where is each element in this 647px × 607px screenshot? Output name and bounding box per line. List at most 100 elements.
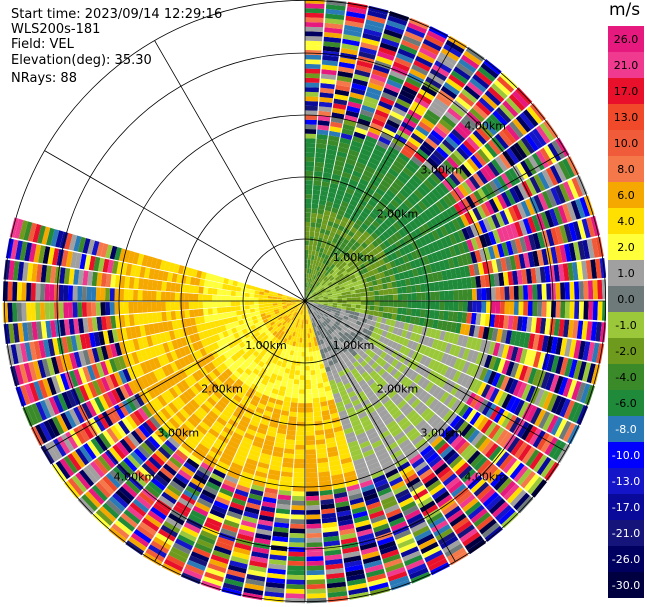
velocity-gate [322,376,329,383]
velocity-gate [299,337,303,343]
velocity-gate [238,445,250,454]
velocity-gate [291,303,297,305]
velocity-gate [486,301,491,314]
velocity-gate [457,441,471,455]
velocity-gate [306,287,308,292]
velocity-gate [32,223,42,243]
velocity-gate [22,262,29,282]
velocity-gate [421,393,432,404]
velocity-gate [392,453,406,464]
velocity-gate [184,420,196,431]
velocity-gate [322,55,339,62]
velocity-gate [458,387,469,401]
velocity-gate [512,270,519,285]
colorbar-bin [608,26,644,52]
velocity-gate [124,314,131,327]
velocity-gate [420,541,439,555]
velocity-gate [444,505,462,520]
velocity-gate [390,393,401,403]
velocity-gate [408,178,420,189]
velocity-gate [369,296,375,301]
velocity-gate [507,315,514,330]
velocity-gate [478,219,488,234]
velocity-gate [348,149,360,157]
velocity-gate [172,476,187,489]
velocity-gate [494,156,508,172]
velocity-gate [36,225,46,244]
velocity-gate [134,393,145,407]
azimuth-spoke [304,150,566,302]
velocity-gate [400,121,415,133]
velocity-gate [232,316,239,322]
colorbar-tick-label: -17.0 [612,501,640,514]
velocity-gate [156,394,168,407]
velocity-gate [305,375,311,380]
velocity-gate [383,289,389,295]
velocity-gate [353,191,363,199]
velocity-gate [75,448,90,466]
velocity-gate [188,374,197,385]
velocity-gate [341,43,359,51]
velocity-gate [322,414,331,421]
velocity-gate [242,360,251,368]
velocity-gate [289,308,294,313]
velocity-gate [554,226,564,245]
velocity-gate [441,320,448,331]
velocity-gate [287,378,294,384]
velocity-gate [367,358,376,367]
velocity-gate [215,348,223,357]
velocity-gate [309,297,314,300]
velocity-gate [438,118,454,132]
velocity-gate [360,211,369,219]
velocity-gate [320,323,325,329]
velocity-gate [68,370,79,388]
velocity-gate [505,224,515,240]
velocity-gate [318,475,331,482]
velocity-gate [205,322,212,330]
velocity-gate [306,509,321,515]
velocity-gate [409,316,416,325]
velocity-gate [469,394,481,409]
velocity-gate [272,451,284,458]
colorbar-tick-label: -8.0 [615,423,636,436]
velocity-gate [480,145,494,161]
velocity-gate [427,273,434,283]
velocity-gate [436,239,445,250]
velocity-gate [291,509,305,515]
velocity-gate [298,393,305,399]
velocity-gate [477,326,485,339]
velocity-gate [364,246,372,254]
velocity-gate [427,318,434,328]
velocity-gate [423,234,432,245]
velocity-gate [381,330,388,338]
velocity-gate [199,316,205,324]
velocity-gate [259,337,266,344]
velocity-gate [491,426,505,442]
velocity-gate [575,382,587,402]
velocity-gate [346,301,352,305]
velocity-gate [344,258,351,265]
velocity-gate [347,578,367,587]
velocity-gate [317,319,322,325]
velocity-gate [331,278,337,284]
velocity-gate [271,412,281,420]
velocity-gate [228,466,242,476]
velocity-gate [464,472,480,487]
velocity-gate [318,313,323,318]
velocity-gate [518,253,526,269]
velocity-gate [384,123,398,134]
colorbar-bin [608,260,644,286]
velocity-gate [320,279,325,285]
velocity-gate [285,588,305,594]
velocity-gate [415,125,430,137]
velocity-gate [433,281,440,291]
velocity-gate [439,291,445,301]
velocity-gate [305,12,324,18]
velocity-gate [125,479,141,495]
velocity-gate [574,301,580,319]
velocity-gate [289,369,296,375]
velocity-gate [562,378,573,397]
velocity-gate [356,122,369,131]
velocity-gate [252,440,264,449]
velocity-gate [60,433,75,452]
